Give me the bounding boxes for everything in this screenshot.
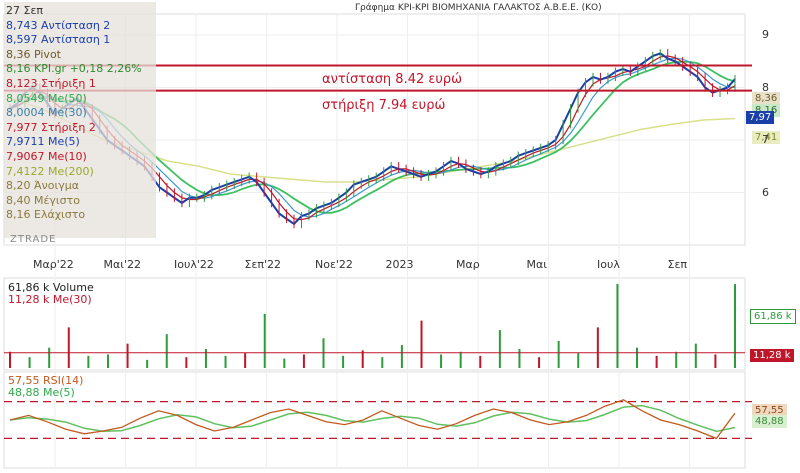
volume-legend-2: 11,28 k Me(30) — [8, 293, 92, 306]
x-tick-label: Νοε'22 — [315, 258, 353, 271]
x-tick-label: Μαι — [526, 258, 547, 271]
info-panel — [4, 2, 156, 238]
info-line: 7,977 Στήριξη 2 — [6, 120, 96, 134]
x-tick-label: Σεπ'22 — [244, 258, 282, 271]
info-line: 8,743 Αντίσταση 2 — [6, 18, 111, 32]
info-line: 7,4122 Me(200) — [6, 164, 94, 178]
x-tick-label: Μαι'22 — [103, 258, 142, 271]
info-line: 8,40 Μέγιστο — [6, 193, 80, 207]
x-tick-label: Ιουλ'22 — [174, 258, 214, 271]
tag-me5: 7,97 — [746, 111, 775, 124]
info-line: 8,20 Άνοιγμα — [6, 179, 79, 193]
tag-me200: 7,41 — [752, 131, 781, 144]
resistance-annotation: αντίσταση 8.42 ευρώ — [322, 72, 463, 87]
tag-pivot: 8,36 — [752, 92, 781, 105]
volume-panel-frame — [3, 277, 746, 371]
info-line: 8,16 Ελάχιστο — [6, 208, 86, 222]
info-line: 8,36 Pivot — [6, 47, 61, 61]
tag-rsi-ma: 48,88 — [752, 415, 787, 428]
x-tick-label: 2023 — [385, 258, 414, 271]
rsi-panel-frame — [3, 371, 746, 469]
volume-legend-1: 61,86 k Volume — [8, 281, 94, 294]
info-line: 8,597 Αντίσταση 1 — [6, 33, 111, 47]
tag-rsi: 57,55 — [752, 404, 787, 417]
support-annotation: στήριξη 7.94 ευρώ — [322, 98, 446, 113]
info-line: 8,16 ΚΡΙ.gr +0,18 2,26% — [6, 62, 142, 76]
rsi-ma-line — [9, 404, 736, 433]
watermark: ZTRADE — [10, 234, 57, 245]
info-line: 8,123 Στήριξη 1 — [6, 77, 96, 90]
info-line: 7,9711 Me(5) — [6, 135, 80, 149]
rsi-legend-1: 57,55 RSI(14) — [8, 374, 84, 387]
chart-title: Γράφημα ΚΡΙ-ΚΡΙ ΒΙΟΜΗΧΑΝΙΑ ΓΑΛΑΚΤΟΣ Α.Β.… — [355, 3, 602, 13]
x-tick-label: Σεπ — [667, 258, 688, 271]
tag-volume: 61,86 k — [750, 309, 796, 324]
rsi-line — [9, 399, 736, 440]
y-tick-label: 9 — [762, 28, 769, 41]
x-tick-label: Μαρ — [456, 258, 480, 271]
info-line: 8,0549 Me(50) — [6, 91, 87, 105]
info-line: 27 Σεπ — [6, 4, 44, 17]
x-tick-label: Ιουλ — [597, 258, 620, 271]
y-tick-label: 7 — [762, 133, 769, 146]
tag-volume-ma: 11,28 k — [750, 349, 794, 362]
rsi-legend-2: 48,88 Me(5) — [8, 386, 75, 399]
info-line: 7,9067 Me(10) — [6, 150, 87, 163]
y-tick-label: 8 — [762, 80, 769, 94]
y-tick-label: 6 — [762, 185, 769, 199]
info-line: 8,0004 Me(30) — [6, 106, 87, 120]
x-tick-label: Μαρ'22 — [33, 258, 74, 271]
